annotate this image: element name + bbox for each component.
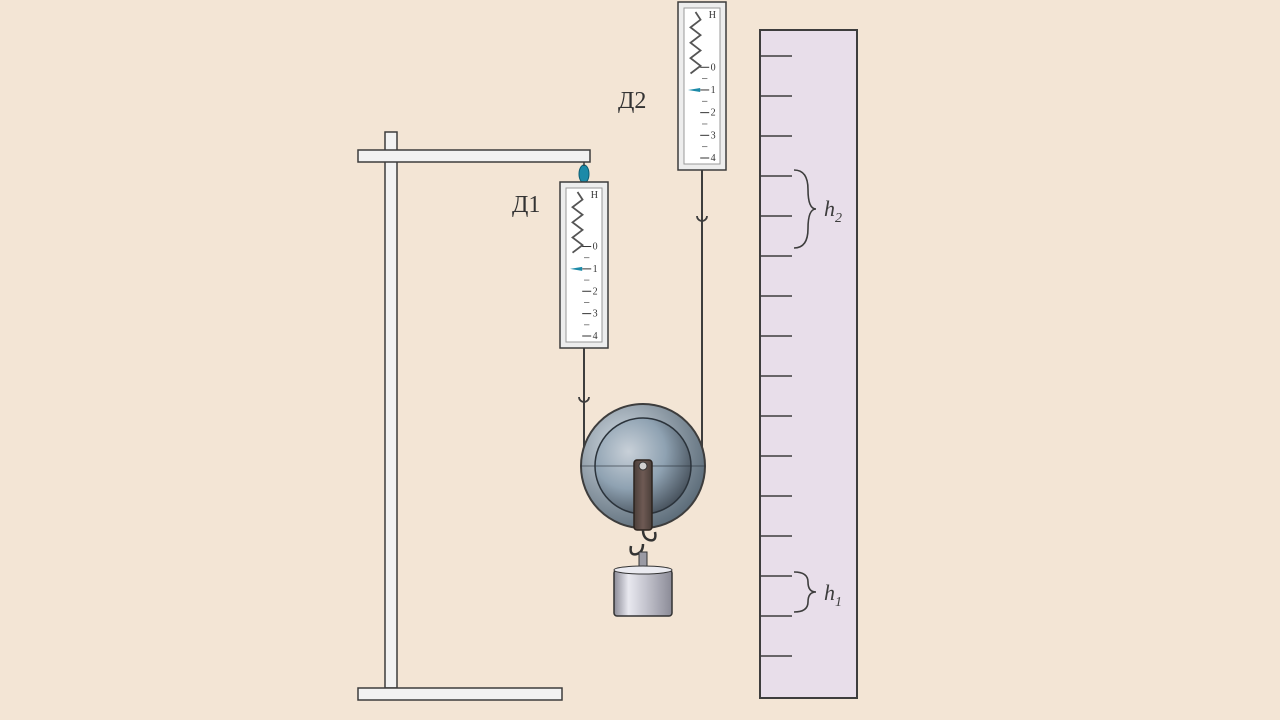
svg-text:1: 1 — [593, 264, 598, 275]
hook-icon — [579, 165, 589, 183]
svg-text:3: 3 — [593, 309, 598, 320]
svg-text:H: H — [591, 190, 598, 201]
svg-text:4: 4 — [593, 331, 598, 342]
svg-text:Д1: Д1 — [512, 192, 540, 218]
svg-text:2: 2 — [593, 286, 598, 297]
svg-text:4: 4 — [711, 153, 716, 164]
ruler: h2h1 — [760, 30, 857, 698]
svg-text:3: 3 — [711, 130, 716, 141]
svg-text:Д2: Д2 — [618, 88, 646, 114]
svg-text:0: 0 — [593, 242, 598, 253]
svg-text:H: H — [709, 10, 716, 21]
svg-text:0: 0 — [711, 62, 716, 73]
svg-text:1: 1 — [711, 85, 716, 96]
svg-text:2: 2 — [711, 108, 716, 119]
